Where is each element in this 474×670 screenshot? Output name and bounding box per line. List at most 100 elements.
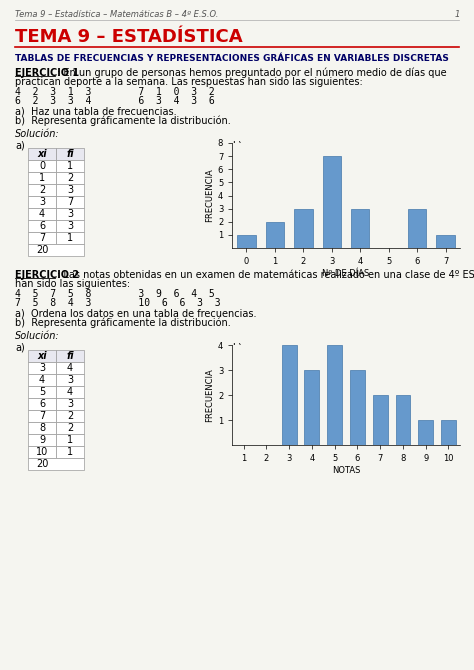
Bar: [350, 370, 365, 445]
Bar: [408, 208, 426, 248]
FancyBboxPatch shape: [28, 220, 56, 232]
FancyBboxPatch shape: [28, 398, 56, 410]
Text: 3: 3: [67, 399, 73, 409]
FancyBboxPatch shape: [28, 458, 84, 470]
Text: : Las notas obtenidas en un examen de matemáticas realizado en una clase de 4º E: : Las notas obtenidas en un examen de ma…: [57, 270, 474, 280]
Bar: [265, 222, 284, 248]
FancyBboxPatch shape: [28, 148, 56, 160]
Text: a)  Haz una tabla de frecuencias.: a) Haz una tabla de frecuencias.: [15, 106, 177, 116]
FancyBboxPatch shape: [56, 148, 84, 160]
Text: 4: 4: [67, 387, 73, 397]
Text: 3: 3: [39, 363, 45, 373]
FancyBboxPatch shape: [28, 350, 56, 362]
Text: 1: 1: [67, 161, 73, 171]
Bar: [294, 208, 312, 248]
FancyBboxPatch shape: [56, 232, 84, 244]
FancyBboxPatch shape: [28, 362, 56, 374]
Text: Tema 9 – Estadística – Matemáticas B – 4º E.S.O.: Tema 9 – Estadística – Matemáticas B – 4…: [15, 10, 219, 19]
Text: 2: 2: [67, 173, 73, 183]
Text: 9: 9: [39, 435, 45, 445]
Text: b): b): [232, 140, 242, 150]
Text: 4: 4: [39, 209, 45, 219]
Bar: [237, 235, 255, 248]
Text: practican deporte a la semana. Las respuestas han sido las siguientes:: practican deporte a la semana. Las respu…: [15, 77, 363, 87]
Text: EJERCICIO 2: EJERCICIO 2: [15, 270, 79, 280]
Text: fi: fi: [66, 149, 74, 159]
Text: 4: 4: [39, 375, 45, 385]
FancyBboxPatch shape: [28, 244, 84, 256]
Text: 7: 7: [39, 411, 45, 421]
Text: 2: 2: [67, 423, 73, 433]
Text: 1: 1: [39, 173, 45, 183]
Bar: [304, 370, 319, 445]
Text: EJERCICIO 1: EJERCICIO 1: [15, 68, 79, 78]
Text: 6: 6: [39, 221, 45, 231]
Text: 3: 3: [67, 221, 73, 231]
Text: 1: 1: [67, 233, 73, 243]
Text: a): a): [15, 342, 25, 352]
FancyBboxPatch shape: [28, 386, 56, 398]
FancyBboxPatch shape: [56, 410, 84, 422]
FancyBboxPatch shape: [56, 446, 84, 458]
Text: fi: fi: [66, 351, 74, 361]
Text: 6: 6: [39, 399, 45, 409]
Text: 6  2  3  3  4        6  3  4  3  6: 6 2 3 3 4 6 3 4 3 6: [15, 96, 215, 106]
Text: 3: 3: [39, 197, 45, 207]
Text: b): b): [232, 342, 242, 352]
Bar: [441, 420, 456, 445]
X-axis label: Nº DE DÍAS: Nº DE DÍAS: [322, 269, 370, 278]
Text: 7: 7: [67, 197, 73, 207]
Text: 8: 8: [39, 423, 45, 433]
Bar: [436, 235, 455, 248]
Text: b)  Representa gráficamente la distribución.: b) Representa gráficamente la distribuci…: [15, 318, 231, 328]
FancyBboxPatch shape: [56, 386, 84, 398]
FancyBboxPatch shape: [56, 172, 84, 184]
Text: 7: 7: [39, 233, 45, 243]
Text: 3: 3: [67, 375, 73, 385]
X-axis label: NOTAS: NOTAS: [332, 466, 360, 475]
Bar: [322, 156, 341, 248]
Text: 10: 10: [36, 447, 48, 457]
Text: a): a): [15, 140, 25, 150]
FancyBboxPatch shape: [56, 422, 84, 434]
Bar: [395, 395, 410, 445]
Text: 1: 1: [67, 447, 73, 457]
Text: 1: 1: [67, 435, 73, 445]
Bar: [418, 420, 433, 445]
Text: 7  5  8  4  3        10  6  6  3  3: 7 5 8 4 3 10 6 6 3 3: [15, 298, 220, 308]
Text: 3: 3: [67, 185, 73, 195]
FancyBboxPatch shape: [56, 184, 84, 196]
Bar: [282, 345, 297, 445]
FancyBboxPatch shape: [56, 160, 84, 172]
Text: 4  2  3  1  3        7  1  0  3  2: 4 2 3 1 3 7 1 0 3 2: [15, 87, 215, 97]
Bar: [327, 345, 342, 445]
Text: 1: 1: [455, 10, 460, 19]
Text: b)  Representa gráficamente la distribución.: b) Representa gráficamente la distribuci…: [15, 116, 231, 127]
Text: a)  Ordena los datos en una tabla de frecuencias.: a) Ordena los datos en una tabla de frec…: [15, 308, 256, 318]
Text: 3: 3: [67, 209, 73, 219]
Text: 5: 5: [39, 387, 45, 397]
Text: han sido las siguientes:: han sido las siguientes:: [15, 279, 130, 289]
Text: xi: xi: [37, 149, 47, 159]
Text: TEMA 9 – ESTADÍSTICA: TEMA 9 – ESTADÍSTICA: [15, 28, 243, 46]
FancyBboxPatch shape: [56, 196, 84, 208]
FancyBboxPatch shape: [28, 172, 56, 184]
FancyBboxPatch shape: [28, 410, 56, 422]
FancyBboxPatch shape: [56, 398, 84, 410]
Text: 4: 4: [67, 363, 73, 373]
FancyBboxPatch shape: [56, 434, 84, 446]
FancyBboxPatch shape: [28, 374, 56, 386]
Text: 20: 20: [36, 459, 48, 469]
Text: Solución:: Solución:: [15, 331, 60, 341]
Bar: [373, 395, 388, 445]
FancyBboxPatch shape: [56, 350, 84, 362]
Text: 0: 0: [39, 161, 45, 171]
Text: xi: xi: [37, 351, 47, 361]
Text: 20: 20: [36, 245, 48, 255]
FancyBboxPatch shape: [28, 196, 56, 208]
Bar: [351, 208, 369, 248]
FancyBboxPatch shape: [56, 208, 84, 220]
Text: Solución:: Solución:: [15, 129, 60, 139]
FancyBboxPatch shape: [28, 232, 56, 244]
FancyBboxPatch shape: [56, 220, 84, 232]
